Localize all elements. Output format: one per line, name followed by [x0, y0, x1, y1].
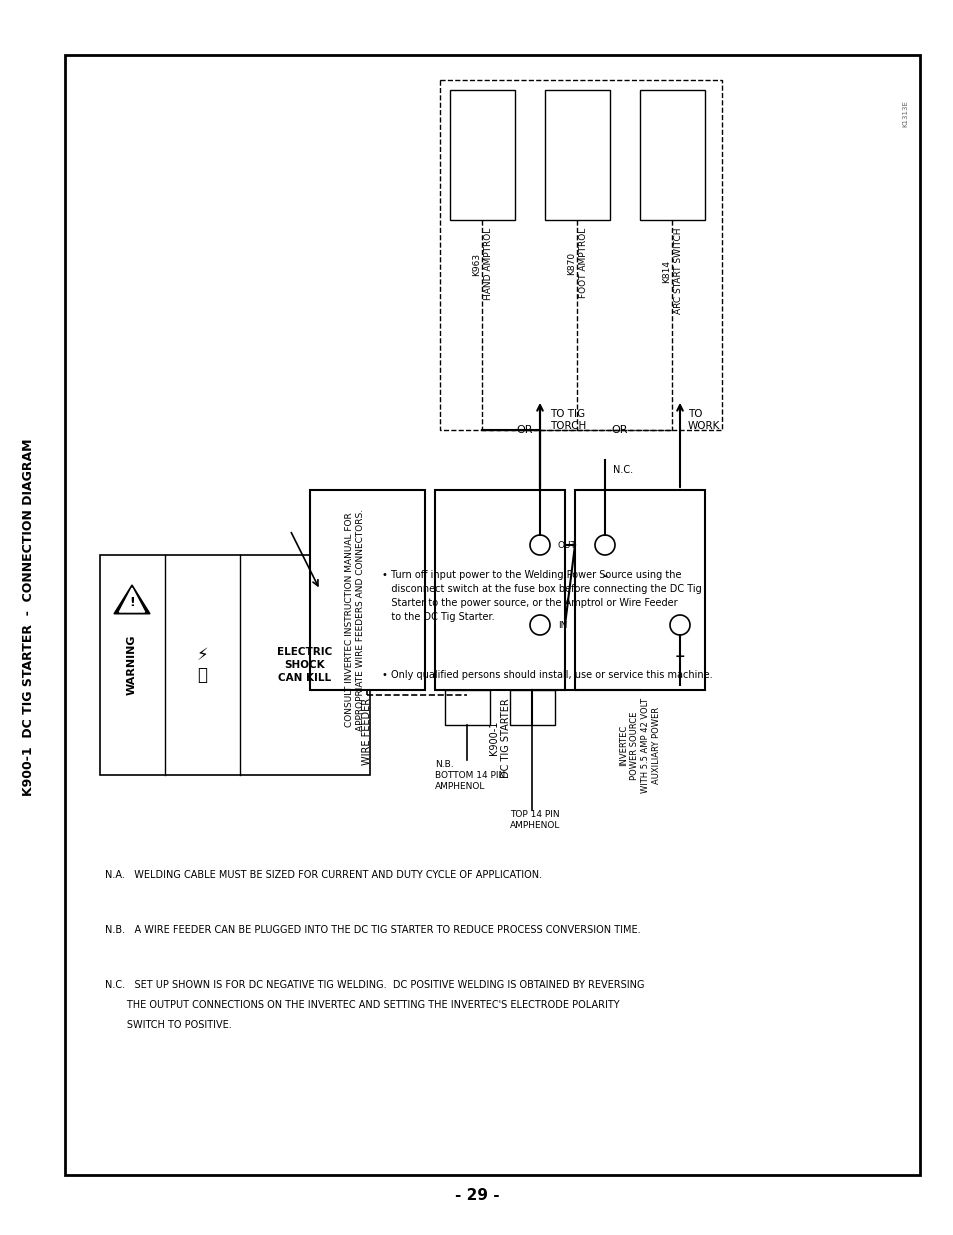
- Text: N.C.: N.C.: [613, 466, 633, 475]
- Text: -: -: [601, 571, 607, 583]
- Text: K963
HAND AMPTROL: K963 HAND AMPTROL: [472, 228, 492, 300]
- Bar: [575, 490, 704, 690]
- Text: +: +: [674, 650, 684, 663]
- Text: TO TIG
TORCH: TO TIG TORCH: [550, 409, 586, 431]
- Text: ⚡
🔧: ⚡ 🔧: [196, 646, 208, 684]
- Text: OUT: OUT: [558, 541, 577, 550]
- Text: IN: IN: [558, 620, 567, 630]
- Text: - 29 -: - 29 -: [455, 1188, 498, 1203]
- Text: N.B.
BOTTOM 14 PIN
AMPHENOL: N.B. BOTTOM 14 PIN AMPHENOL: [435, 760, 505, 792]
- Text: K870
FOOT AMPTROL: K870 FOOT AMPTROL: [567, 228, 587, 298]
- Text: ELECTRIC
SHOCK
CAN KILL: ELECTRIC SHOCK CAN KILL: [277, 647, 333, 683]
- Bar: [310, 490, 424, 690]
- Text: • Turn off input power to the Welding Power Source using the
   disconnect switc: • Turn off input power to the Welding Po…: [381, 571, 701, 622]
- Bar: [510, 690, 555, 725]
- Bar: [639, 90, 704, 220]
- Text: K814
ARC START SWITCH: K814 ARC START SWITCH: [661, 228, 681, 315]
- Text: K1313E: K1313E: [901, 100, 907, 127]
- Text: TO
WORK: TO WORK: [687, 409, 720, 431]
- Bar: [439, 80, 721, 430]
- Text: SWITCH TO POSITIVE.: SWITCH TO POSITIVE.: [105, 1020, 232, 1030]
- Bar: [444, 690, 490, 725]
- Text: • Only qualified persons should install, use or service this machine.: • Only qualified persons should install,…: [381, 671, 712, 680]
- Text: TOP 14 PIN
AMPHENOL: TOP 14 PIN AMPHENOL: [510, 810, 559, 830]
- Polygon shape: [119, 588, 145, 613]
- Bar: [435, 490, 564, 690]
- Text: INVERTEC
POWER SOURCE
WITH 5.5 AMP 42 VOLT
AUXILIARY POWER: INVERTEC POWER SOURCE WITH 5.5 AMP 42 VO…: [618, 698, 660, 793]
- Bar: [100, 555, 370, 776]
- Bar: [450, 90, 515, 220]
- Text: N.C.   SET UP SHOWN IS FOR DC NEGATIVE TIG WELDING.  DC POSITIVE WELDING IS OBTA: N.C. SET UP SHOWN IS FOR DC NEGATIVE TIG…: [105, 981, 644, 990]
- Text: K900-1
DC TIG STARTER: K900-1 DC TIG STARTER: [488, 698, 511, 778]
- Polygon shape: [113, 585, 150, 614]
- Text: WARNING: WARNING: [127, 635, 137, 695]
- Text: !: !: [129, 597, 134, 610]
- Text: WIRE FEEDER: WIRE FEEDER: [362, 698, 372, 766]
- Text: OR: OR: [611, 425, 628, 435]
- Text: N.B.   A WIRE FEEDER CAN BE PLUGGED INTO THE DC TIG STARTER TO REDUCE PROCESS CO: N.B. A WIRE FEEDER CAN BE PLUGGED INTO T…: [105, 925, 640, 935]
- Text: N.A.   WELDING CABLE MUST BE SIZED FOR CURRENT AND DUTY CYCLE OF APPLICATION.: N.A. WELDING CABLE MUST BE SIZED FOR CUR…: [105, 869, 541, 881]
- Text: CONSULT INVERTEC INSTRUCTION MANUAL FOR
APPROPRIATE WIRE FEEDERS AND CONNECTORS.: CONSULT INVERTEC INSTRUCTION MANUAL FOR …: [344, 509, 365, 731]
- Bar: [65, 56, 919, 1174]
- Text: OR: OR: [517, 425, 533, 435]
- Text: THE OUTPUT CONNECTIONS ON THE INVERTEC AND SETTING THE INVERTEC'S ELECTRODE POLA: THE OUTPUT CONNECTIONS ON THE INVERTEC A…: [105, 1000, 619, 1010]
- Bar: [544, 90, 609, 220]
- Text: K900-1  DC TIG STARTER  -  CONNECTION DIAGRAM: K900-1 DC TIG STARTER - CONNECTION DIAGR…: [22, 438, 34, 795]
